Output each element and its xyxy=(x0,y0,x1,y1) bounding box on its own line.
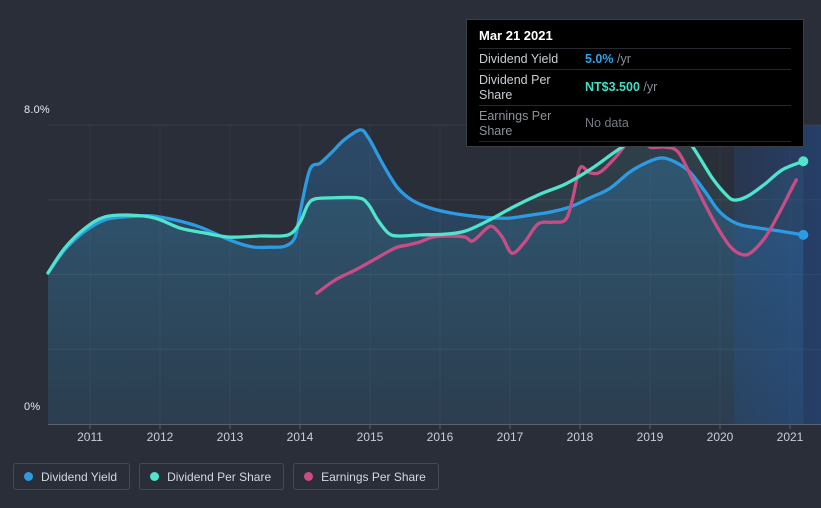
legend-item-dividend-yield[interactable]: Dividend Yield xyxy=(13,463,131,490)
x-axis-label-2021: 2021 xyxy=(776,430,804,444)
earnings-per-share-dot-icon xyxy=(304,472,314,481)
tooltip-label: Earnings Per Share xyxy=(479,108,552,138)
series-end-dot-dividend-yield[interactable] xyxy=(798,229,809,240)
series-end-dot-dividend-per-share[interactable] xyxy=(798,156,809,167)
y-axis-label-bottom: 0% xyxy=(24,401,41,413)
x-axis-label-2011: 2011 xyxy=(77,430,103,444)
tooltip-row-dividend-yield: Dividend Yield 5.0% /yr xyxy=(479,49,791,70)
series-line-earnings-per-share xyxy=(315,134,798,295)
dividend-per-share-dot-icon xyxy=(150,472,160,481)
legend-item-earnings-per-share[interactable]: Earnings Per Share xyxy=(293,463,439,490)
past-band xyxy=(734,125,821,424)
x-axis-label-2020: 2020 xyxy=(706,430,734,444)
tooltip-value: No data xyxy=(585,116,629,130)
x-axis-label-2019: 2019 xyxy=(636,430,664,444)
tooltip-value: NT$3.500 /yr xyxy=(585,80,658,94)
legend-label: Dividend Yield xyxy=(41,469,118,484)
tooltip-value: 5.0% /yr xyxy=(585,51,631,66)
tooltip-date: Mar 21 2021 xyxy=(479,25,791,49)
legend-label: Dividend Per Share xyxy=(167,469,272,484)
x-axis-label-2017: 2017 xyxy=(496,430,524,444)
legend-label: Earnings Per Share xyxy=(321,469,426,484)
tooltip-label: Dividend Yield xyxy=(479,51,559,66)
legend-item-dividend-per-share[interactable]: Dividend Per Share xyxy=(139,463,285,490)
series-area-dividend-per-share xyxy=(48,123,804,424)
chart-tooltip: Mar 21 2021 Dividend Yield 5.0% /yr Divi… xyxy=(466,19,804,147)
x-axis-label-2015: 2015 xyxy=(356,430,384,444)
x-axis-label-2012: 2012 xyxy=(146,430,174,444)
y-axis-label-top: 8.0% xyxy=(24,104,50,116)
series-line-dividend-per-share xyxy=(46,122,805,275)
x-axis-label-2018: 2018 xyxy=(566,430,594,444)
tooltip-row-dividend-per-share: Dividend Per Share NT$3.500 /yr xyxy=(479,70,791,106)
x-axis-label-2014: 2014 xyxy=(286,430,314,444)
tooltip-row-earnings-per-share: Earnings Per Share No data xyxy=(479,106,791,142)
tooltip-label: Dividend Per Share xyxy=(479,72,551,102)
dividend-yield-dot-icon xyxy=(24,472,33,481)
x-axis-label-2013: 2013 xyxy=(216,430,244,444)
x-axis-label-2016: 2016 xyxy=(426,430,454,444)
chart-legend: Dividend Yield Dividend Per Share Earnin… xyxy=(13,463,439,490)
